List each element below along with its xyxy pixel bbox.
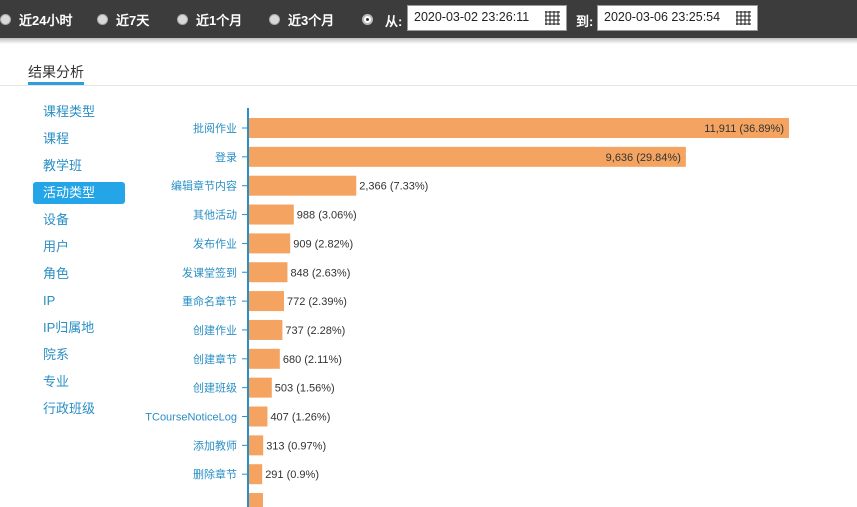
- radio-1m[interactable]: 近1个月: [177, 10, 242, 28]
- sidebar-item-activity-type[interactable]: 活动类型: [33, 182, 125, 204]
- from-datetime-input[interactable]: [414, 10, 542, 24]
- category-label: 创建班级: [193, 381, 237, 395]
- radio-dot[interactable]: [0, 13, 11, 25]
- sidebar-item-ip-location[interactable]: IP归属地: [43, 320, 95, 335]
- data-label: 2,366 (7.33%): [359, 181, 428, 193]
- category-label: 批阅作业: [193, 121, 237, 135]
- data-label: 291 (0.9%): [265, 469, 319, 481]
- data-label: 680 (2.11%): [283, 354, 342, 366]
- category-label: 编辑章节内容: [171, 179, 237, 193]
- category-label: 创建章节: [193, 352, 237, 366]
- bar: [249, 118, 789, 138]
- radio-dot[interactable]: [177, 13, 188, 25]
- category-label: 发布作业: [193, 236, 237, 250]
- radio-7d-label[interactable]: 近7天: [116, 12, 150, 28]
- sidebar-item-department[interactable]: 院系: [43, 347, 70, 362]
- section-title: 结果分析: [28, 64, 84, 80]
- data-label: 848 (2.63%): [290, 267, 350, 279]
- to-label: 到:: [576, 14, 594, 29]
- bar: [249, 406, 268, 427]
- bar: [249, 146, 686, 167]
- category-label: TCourseNoticeLog: [145, 412, 237, 424]
- radio-dot[interactable]: [269, 13, 280, 25]
- radio-24h[interactable]: 近24小时: [0, 10, 72, 28]
- bar: [249, 175, 357, 196]
- category-label: 发课堂签到: [182, 265, 237, 279]
- radio-dot-selected[interactable]: [362, 13, 373, 25]
- calendar-icon[interactable]: [545, 11, 560, 25]
- sidebar-item-user[interactable]: 用户: [43, 239, 70, 254]
- to-datetime-field[interactable]: [597, 5, 758, 31]
- bar: [249, 348, 280, 369]
- calendar-icon[interactable]: [736, 11, 751, 25]
- category-label: 其他活动: [193, 209, 237, 222]
- radio-24h-label[interactable]: 近24小时: [19, 12, 73, 28]
- bar: [249, 262, 288, 283]
- data-label: 11,911 (36.89%): [704, 123, 784, 135]
- category-label: 删除章节: [193, 467, 237, 481]
- sidebar-item-device[interactable]: 设备: [43, 212, 70, 227]
- sidebar-item-major[interactable]: 专业: [43, 374, 70, 389]
- section-divider: [0, 85, 857, 86]
- radio-3m[interactable]: 近3个月: [269, 10, 334, 28]
- radio-1m-label[interactable]: 近1个月: [196, 12, 243, 28]
- sidebar-item-admin-class[interactable]: 行政班级: [43, 401, 96, 416]
- bar: [249, 435, 264, 456]
- bar-partial: [249, 493, 263, 507]
- bar: [249, 291, 284, 312]
- filter-bar: 近24小时 近7天 近1个月 近3个月 从: 到:: [0, 0, 857, 44]
- radio-custom[interactable]: [362, 10, 373, 28]
- sidebar-item-course-type[interactable]: 课程类型: [43, 104, 96, 119]
- data-label: 988 (3.06%): [297, 210, 357, 222]
- category-label: 创建作业: [193, 323, 237, 337]
- radio-3m-label[interactable]: 近3个月: [288, 12, 335, 28]
- data-label: 737 (2.28%): [285, 325, 345, 337]
- section-title-underline: [28, 82, 84, 85]
- from-label: 从:: [385, 14, 403, 29]
- to-datetime-input[interactable]: [604, 10, 732, 24]
- sidebar-item-ip[interactable]: IP: [43, 293, 56, 308]
- sidebar-item-course[interactable]: 课程: [43, 131, 70, 146]
- data-label: 503 (1.56%): [275, 383, 335, 395]
- sidebar-item-role[interactable]: 角色: [43, 266, 70, 281]
- bar: [249, 319, 283, 340]
- data-label: 772 (2.39%): [287, 296, 347, 308]
- from-datetime-field[interactable]: [407, 5, 567, 31]
- bar: [249, 464, 263, 485]
- data-label: 407 (1.26%): [270, 412, 330, 424]
- category-label: 添加教师: [193, 438, 237, 452]
- data-label: 9,636 (29.84%): [606, 152, 681, 164]
- sidebar: 课程类型 课程 教学班 活动类型 设备 用户 角色 IP IP归属地 院系 专业…: [33, 101, 125, 425]
- category-label: 登录: [215, 150, 237, 164]
- category-label: 重命名章节: [182, 294, 237, 308]
- sidebar-item-class[interactable]: 教学班: [43, 158, 83, 173]
- bar: [249, 204, 294, 225]
- radio-dot[interactable]: [97, 13, 108, 25]
- radio-7d[interactable]: 近7天: [97, 10, 149, 28]
- data-label: 313 (0.97%): [266, 440, 326, 452]
- filter-bar-shadow: [0, 38, 857, 44]
- bar: [249, 233, 291, 254]
- bar: [249, 377, 272, 398]
- data-label: 909 (2.82%): [293, 238, 353, 250]
